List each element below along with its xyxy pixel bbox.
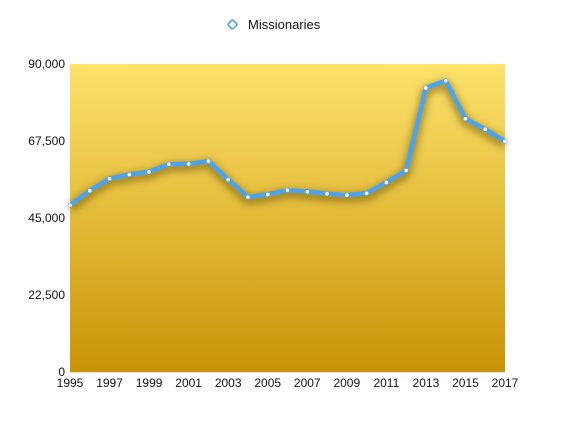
data-point [226,177,230,182]
data-point [305,189,310,194]
x-tick-label: 2017 [492,376,519,390]
x-tick-label: 2003 [215,376,242,390]
series-line-shadow [67,79,508,212]
data-point [384,180,389,185]
x-tick-label: 2001 [175,376,202,390]
data-point [147,170,151,174]
y-tick-label: 0 [58,365,65,379]
x-tick-label: 2011 [373,376,399,390]
legend: Missionaries [227,17,321,32]
data-point [265,192,270,197]
data-point [285,188,290,193]
data-point [206,159,211,163]
data-point [404,168,408,173]
data-point [345,193,349,197]
data-point [127,172,132,177]
y-axis: 0 22,500 45,000 67,500 90,000 [28,57,65,379]
x-tick-label: 2009 [333,376,360,390]
data-point [503,139,507,144]
data-point [246,195,250,199]
x-tick-label: 2015 [452,376,479,390]
x-axis: 1995 1997 1999 2001 2003 2005 2007 2009 2011 2013… [57,376,519,390]
data-point [186,162,191,166]
data-point [325,191,329,196]
y-tick-label: 45,000 [28,211,65,225]
x-tick-label: 1995 [57,376,84,390]
plot-area [70,64,505,372]
y-tick-label: 90,000 [28,57,65,71]
x-tick-label: 1999 [136,376,163,390]
data-point [443,78,448,83]
y-tick-label: 22,500 [28,288,65,302]
legend-marker [227,19,238,30]
data-point [364,191,369,196]
series-layer [67,78,508,212]
x-tick-label: 2005 [254,376,281,390]
data-point [68,203,72,208]
x-tick-label: 1997 [96,376,123,390]
data-point [87,188,92,193]
x-tick-label: 2007 [294,376,321,390]
y-tick-label: 67,500 [28,134,65,148]
legend-label-missionaries: Missionaries [248,17,321,32]
data-point [167,162,171,167]
data-point [463,116,468,121]
x-tick-label: 2013 [413,376,440,390]
data-point [483,127,488,132]
data-point [424,86,428,90]
data-point [107,176,112,181]
